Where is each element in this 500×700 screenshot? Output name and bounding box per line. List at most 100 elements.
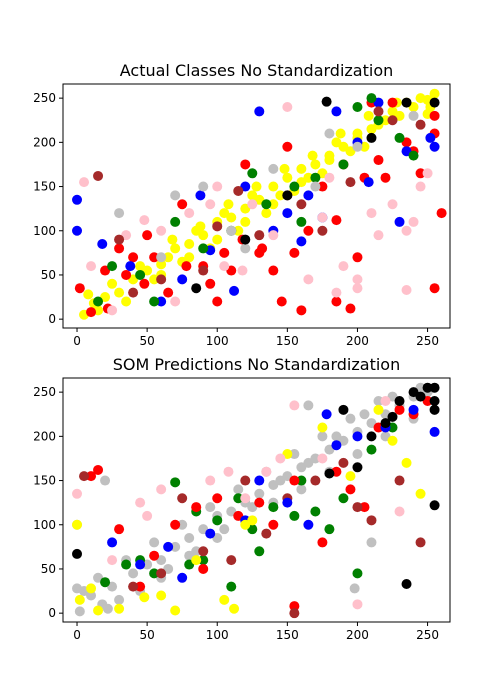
- data-point: [72, 548, 83, 559]
- data-point: [338, 159, 349, 170]
- data-point: [352, 568, 363, 579]
- data-point: [296, 163, 307, 174]
- data-point: [310, 475, 321, 486]
- data-point: [219, 524, 230, 535]
- data-point: [125, 261, 136, 272]
- data-point: [74, 594, 85, 605]
- data-point: [363, 177, 374, 188]
- x-tick-label: 50: [139, 628, 154, 642]
- data-point: [303, 190, 314, 201]
- data-point: [282, 172, 293, 183]
- data-point: [415, 119, 426, 130]
- data-point: [240, 519, 251, 530]
- data-point: [289, 510, 300, 521]
- data-point: [240, 159, 251, 170]
- data-point: [212, 221, 223, 232]
- data-point: [289, 449, 300, 460]
- data-point: [317, 537, 328, 548]
- data-point: [86, 261, 97, 272]
- data-point: [296, 199, 307, 210]
- data-point: [254, 497, 265, 508]
- data-point: [429, 426, 440, 437]
- data-point: [240, 216, 251, 227]
- data-point: [233, 225, 244, 236]
- y-axis-ticks: 0 50 100 150 200 250: [33, 385, 63, 620]
- data-point: [317, 422, 328, 433]
- data-point: [352, 274, 363, 285]
- data-point: [317, 181, 328, 192]
- data-point: [352, 252, 363, 263]
- data-point: [282, 141, 293, 152]
- data-point: [102, 603, 113, 614]
- data-point: [86, 583, 97, 594]
- data-point: [422, 382, 433, 393]
- data-point: [86, 307, 97, 318]
- data-point: [107, 555, 118, 566]
- data-point: [135, 261, 146, 272]
- data-point: [72, 519, 83, 530]
- data-point: [184, 208, 195, 219]
- data-point: [324, 524, 335, 535]
- data-point: [83, 289, 94, 300]
- data-point: [114, 524, 125, 535]
- data-point: [177, 199, 188, 210]
- data-point: [289, 400, 300, 411]
- data-point: [72, 194, 83, 205]
- data-point: [394, 506, 405, 517]
- data-point: [317, 431, 328, 442]
- data-point: [429, 283, 440, 294]
- data-point: [338, 493, 349, 504]
- x-tick-label: 200: [346, 334, 369, 348]
- data-point: [191, 502, 202, 513]
- data-point: [205, 199, 216, 210]
- data-point: [282, 190, 293, 201]
- data-point: [149, 568, 160, 579]
- x-tick-label: 0: [73, 334, 81, 348]
- data-point: [254, 475, 265, 486]
- data-point: [415, 391, 426, 402]
- data-point: [254, 247, 265, 258]
- data-point: [429, 97, 440, 108]
- data-point: [415, 181, 426, 192]
- data-point: [321, 409, 332, 420]
- data-point: [387, 97, 398, 108]
- x-tick-label: 0: [73, 628, 81, 642]
- data-point: [279, 163, 290, 174]
- data-point: [373, 404, 384, 415]
- data-point: [205, 528, 216, 539]
- data-point: [317, 225, 328, 236]
- data-point: [233, 185, 244, 196]
- data-point: [425, 132, 436, 143]
- data-point: [205, 278, 216, 289]
- data-point: [121, 296, 132, 307]
- data-point: [114, 243, 125, 254]
- data-point: [268, 199, 279, 210]
- data-point: [107, 537, 118, 548]
- data-point: [240, 493, 251, 504]
- data-point: [170, 216, 181, 227]
- data-point: [170, 541, 181, 552]
- data-point: [223, 199, 234, 210]
- data-point: [100, 475, 111, 486]
- data-point: [114, 208, 125, 219]
- y-tick-label: 250: [33, 385, 56, 399]
- x-tick-label: 100: [206, 334, 229, 348]
- data-point: [254, 106, 265, 117]
- data-point: [114, 603, 125, 614]
- axes-frame: [62, 377, 451, 623]
- data-point: [223, 466, 234, 477]
- data-point: [261, 528, 272, 539]
- data-point: [72, 225, 83, 236]
- data-point: [373, 115, 384, 126]
- data-point: [415, 93, 426, 104]
- data-point: [114, 287, 125, 298]
- y-tick-label: 150: [33, 180, 56, 194]
- data-point: [429, 500, 440, 511]
- y-tick-label: 50: [41, 268, 56, 282]
- data-point: [135, 269, 146, 280]
- data-point: [195, 190, 206, 201]
- data-point: [74, 283, 85, 294]
- data-point: [163, 541, 174, 552]
- data-point: [121, 269, 132, 280]
- data-point: [156, 590, 167, 601]
